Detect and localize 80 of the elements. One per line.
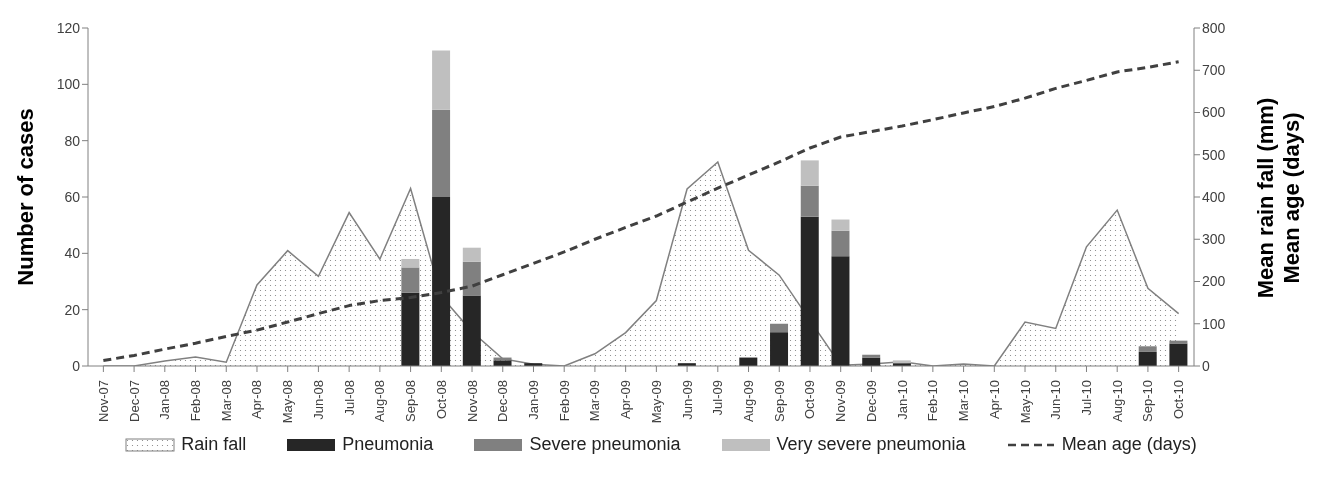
y2-tick-label: 400 — [1202, 188, 1226, 205]
y-tick-label: 80 — [64, 132, 81, 149]
legend-label: Pneumonia — [342, 434, 434, 455]
y-axis-title: Number of cases — [12, 108, 38, 286]
x-tick-label: Apr-09 — [618, 380, 634, 420]
x-tick-label: Oct-09 — [802, 380, 818, 420]
bar — [800, 216, 819, 366]
legend-label: Mean age (days) — [1061, 434, 1197, 455]
bar — [462, 295, 481, 366]
x-tick-label: Nov-07 — [95, 380, 111, 422]
bar — [800, 160, 819, 186]
y2-tick-label: 200 — [1202, 273, 1226, 290]
x-tick-label: Nov-08 — [464, 380, 480, 422]
x-tick-label: Jul-09 — [710, 380, 726, 416]
x-tick-label: Mar-09 — [587, 380, 603, 422]
y2-tick-label: 300 — [1202, 231, 1226, 248]
bar — [462, 261, 481, 296]
bar — [432, 197, 451, 366]
legend-label: Severe pneumonia — [529, 434, 681, 455]
x-tick-label: Jan-08 — [157, 380, 173, 420]
y2-tick-label: 100 — [1202, 315, 1226, 332]
bar — [770, 332, 789, 366]
x-tick-label: Jun-09 — [679, 380, 695, 420]
x-tick-label: Feb-09 — [556, 380, 572, 422]
x-tick-label: Apr-10 — [986, 380, 1002, 420]
x-tick-label: Dec-07 — [126, 380, 142, 422]
x-tick-label: Jul-10 — [1078, 380, 1094, 416]
bar — [401, 267, 420, 293]
bar — [831, 230, 850, 257]
y-tick-label: 20 — [64, 301, 81, 318]
y2-tick-label: 600 — [1202, 104, 1226, 121]
x-tick-label: May-09 — [648, 380, 664, 424]
y-tick-label: 0 — [72, 357, 81, 374]
x-tick-label: Oct-08 — [433, 380, 449, 420]
bar — [1138, 351, 1157, 366]
x-tick-label: Nov-09 — [833, 380, 849, 422]
bar — [862, 354, 881, 358]
bar — [800, 185, 819, 217]
x-tick-label: Aug-10 — [1109, 380, 1125, 422]
x-tick-label: Aug-08 — [372, 380, 388, 422]
bar — [401, 292, 420, 366]
x-tick-label: Dec-08 — [495, 380, 511, 422]
x-tick-label: Feb-08 — [188, 380, 204, 422]
y2-tick-label: 0 — [1202, 357, 1210, 374]
x-tick-label: Mar-10 — [956, 380, 972, 422]
x-tick-label: Sep-10 — [1140, 380, 1156, 422]
bar — [1138, 346, 1157, 352]
x-tick-label: Sep-08 — [403, 380, 419, 422]
x-tick-label: Jun-08 — [310, 380, 326, 420]
bar — [831, 219, 850, 231]
x-tick-label: Oct-10 — [1171, 380, 1187, 420]
y-tick-label: 60 — [64, 188, 81, 205]
bar — [770, 323, 789, 333]
bar — [401, 258, 420, 268]
bar — [432, 109, 451, 197]
y-tick-label: 40 — [64, 245, 81, 262]
y2-tick-label: 800 — [1202, 19, 1226, 36]
x-tick-label: Jan-10 — [894, 380, 910, 420]
y2-axis-title: Mean rain fall (mm) Mean age (days) — [1253, 97, 1305, 299]
x-tick-label: Mar-08 — [218, 380, 234, 422]
x-tick-label: Jun-10 — [1048, 380, 1064, 420]
y2-tick-label: 700 — [1202, 62, 1226, 79]
x-tick-label: Dec-09 — [863, 380, 879, 422]
x-tick-label: May-08 — [280, 380, 296, 424]
x-tick-label: Aug-09 — [741, 380, 757, 422]
x-tick-label: May-10 — [1017, 380, 1033, 424]
bar — [462, 247, 481, 262]
legend-label: Rain fall — [181, 434, 247, 455]
x-tick-label: Jan-09 — [525, 380, 541, 420]
legend-label: Very severe pneumonia — [776, 434, 966, 455]
bar — [432, 50, 451, 110]
x-tick-label: Sep-09 — [771, 380, 787, 422]
y2-tick-label: 500 — [1202, 146, 1226, 163]
y-tick-label: 120 — [56, 19, 81, 36]
x-tick-label: Apr-08 — [249, 380, 265, 420]
bar — [831, 256, 850, 366]
x-tick-label: Feb-10 — [925, 380, 941, 422]
bar — [1169, 343, 1188, 366]
x-tick-label: Jul-08 — [341, 380, 357, 416]
y-tick-label: 100 — [56, 76, 81, 93]
